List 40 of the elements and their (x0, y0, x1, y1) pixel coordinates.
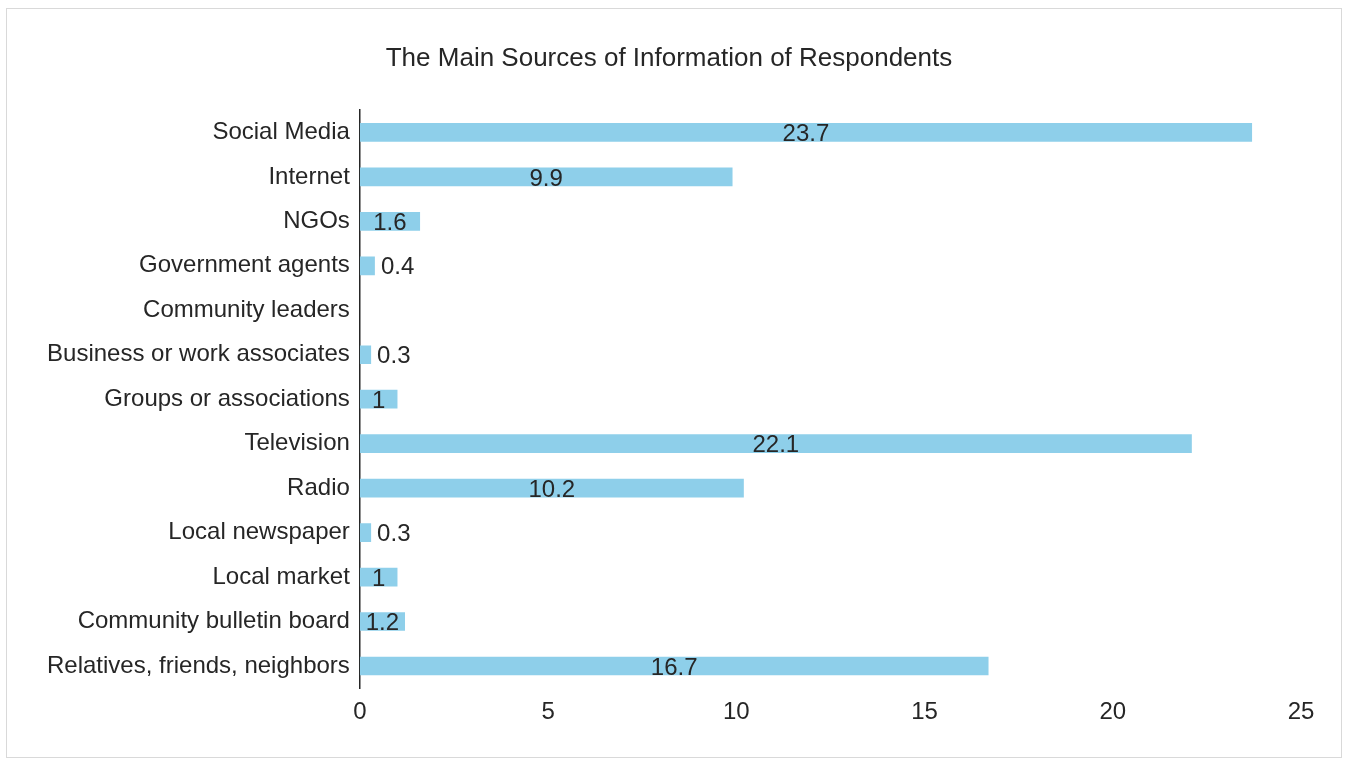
x-tick-label: 0 (353, 697, 367, 725)
bar (359, 123, 1253, 142)
data-label: 1 (371, 385, 386, 413)
y-tick-label: Television (244, 428, 350, 456)
bar (359, 345, 372, 365)
y-tick-label: Local newspaper (168, 517, 350, 545)
data-label: 0.3 (377, 519, 411, 547)
bar (359, 478, 744, 498)
y-tick-label: Government agents (139, 250, 350, 278)
x-tick-label: 10 (722, 697, 750, 725)
data-label: 22.1 (752, 430, 800, 458)
x-tick-label: 20 (1099, 697, 1127, 725)
data-label: 9.9 (529, 163, 563, 191)
data-label: 0.4 (380, 252, 415, 280)
data-label: 23.7 (782, 119, 830, 147)
x-tick-label: 5 (541, 697, 555, 725)
y-tick-label: Business or work associates (47, 339, 350, 367)
y-tick-label: Relatives, friends, neighbors (47, 650, 350, 678)
y-tick-label: Internet (268, 161, 351, 189)
bar (359, 167, 733, 187)
data-label: 1 (371, 563, 386, 591)
y-tick-label: Social Media (212, 117, 351, 145)
data-label: 16.7 (650, 652, 698, 680)
y-tick-label: Community bulletin board (77, 606, 350, 634)
data-label: 1.2 (365, 608, 400, 636)
bar (359, 434, 1192, 453)
x-tick-label: 15 (911, 697, 938, 725)
x-tick-label: 25 (1287, 697, 1315, 725)
y-tick-label: Community leaders (143, 294, 350, 322)
y-tick-label: Local market (212, 561, 351, 589)
bar (359, 523, 372, 542)
bar (359, 256, 375, 276)
y-tick-label: Groups or associations (104, 383, 350, 411)
data-label: 10.2 (528, 474, 576, 502)
data-label: 1.6 (373, 207, 407, 235)
y-tick-label: NGOs (283, 205, 350, 233)
chart-title: The Main Sources of Information of Respondents (385, 41, 953, 72)
data-label: 0.3 (377, 341, 411, 369)
y-tick-label: Radio (287, 472, 350, 500)
bar (359, 656, 989, 676)
